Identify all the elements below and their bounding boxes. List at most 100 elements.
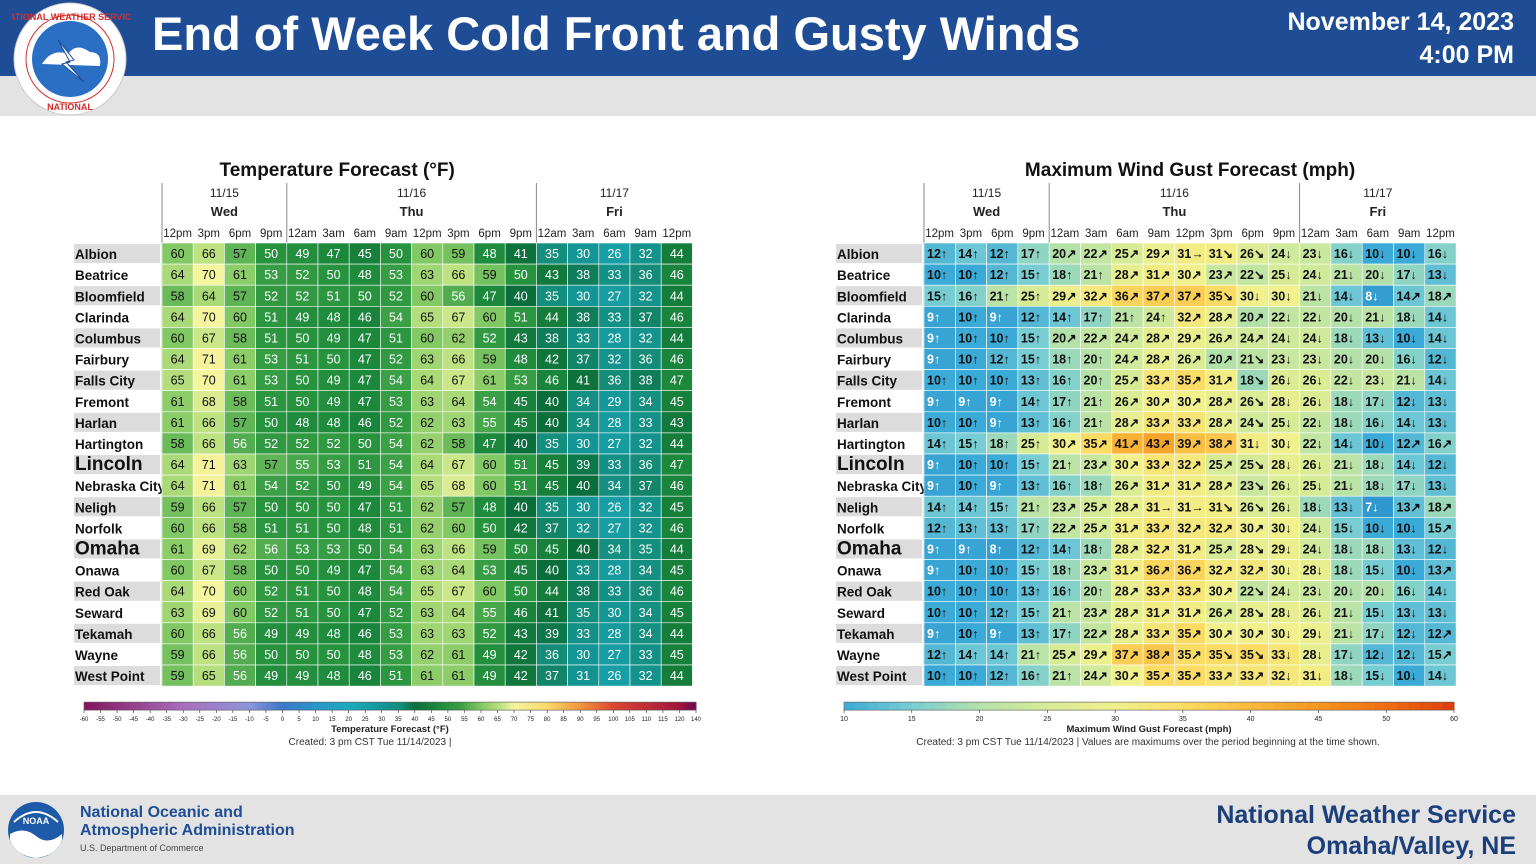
- cell-value: 8↑: [990, 543, 1003, 557]
- cell-value: 32↗: [1177, 310, 1201, 324]
- colorbar-segment: [1420, 702, 1432, 711]
- colorbar-segment: [1058, 702, 1071, 711]
- cell-value: 10↑: [958, 479, 978, 493]
- colorbar-segment: [877, 702, 890, 711]
- cell-value: 44: [670, 437, 684, 451]
- cell-value: 53: [327, 543, 341, 557]
- cell-value: 15↑: [1021, 353, 1041, 367]
- colorbar-segment: [668, 702, 672, 711]
- colorbar-segment: [690, 702, 694, 711]
- cell-value: 31↘: [1209, 247, 1233, 261]
- cell-value: 59: [483, 353, 497, 367]
- colorbar-segment: [900, 702, 913, 711]
- colorbar-segment: [480, 702, 485, 711]
- cell-value: 25↗: [1052, 648, 1076, 662]
- cell-value: 25↑: [1021, 437, 1041, 451]
- cell-value: 35: [545, 289, 559, 303]
- row-label: Lincoln: [75, 454, 143, 475]
- row-label: Wayne: [837, 648, 881, 663]
- cell-value: 49: [327, 374, 341, 388]
- colorbar-segment: [224, 702, 228, 711]
- page-title: End of Week Cold Front and Gusty Winds: [152, 7, 1081, 60]
- cell-value: 25↘: [1240, 458, 1264, 472]
- colorbar-segment: [106, 702, 110, 711]
- colorbar-segment: [1216, 702, 1229, 711]
- cell-value: 64: [202, 289, 216, 303]
- cell-value: 49: [264, 627, 278, 641]
- colorbar-segment: [911, 702, 924, 711]
- cell-value: 22↗: [1084, 627, 1108, 641]
- colorbar-tick-label: -60: [80, 717, 89, 723]
- cell-value: 35: [545, 500, 559, 514]
- cell-value: 16↓: [1365, 416, 1385, 430]
- cell-value: 30↗: [1240, 627, 1264, 641]
- cell-value: 12↑: [1021, 543, 1041, 557]
- cell-value: 26↓: [1303, 458, 1323, 472]
- creation-note: Created: 3 pm CST Tue 11/14/2023 | Value…: [916, 737, 1379, 748]
- colorbar-segment: [624, 702, 628, 711]
- cell-value: 25↓: [1271, 416, 1291, 430]
- cell-value: 54: [389, 458, 403, 472]
- row-label: Tekamah: [837, 627, 895, 642]
- row-label-bg: [836, 244, 922, 264]
- row-label-bg: [74, 370, 160, 390]
- colorbar-tick-label: 35: [1179, 716, 1187, 723]
- cell-value: 18↑: [1084, 479, 1104, 493]
- cell-value: 29↗: [1084, 648, 1108, 662]
- cell-value: 33: [576, 332, 590, 346]
- row-label: Neligh: [75, 500, 116, 515]
- cell-value: 60: [483, 310, 497, 324]
- cell-value: 55: [483, 606, 497, 620]
- cell-value: 54: [389, 374, 403, 388]
- cell-value: 13↑: [958, 521, 978, 535]
- time-label: 3pm: [1210, 228, 1232, 240]
- colorbar-segment: [282, 702, 286, 711]
- cell-value: 32: [639, 332, 653, 346]
- cell-value: 10↑: [990, 458, 1010, 472]
- colorbar-segment: [1002, 702, 1014, 711]
- day-date-label: 11/16: [1160, 186, 1189, 200]
- row-label-bg: [74, 623, 160, 643]
- colorbar-segment: [1194, 702, 1206, 711]
- cell-value: 54: [389, 564, 403, 578]
- colorbar-segment: [304, 702, 308, 711]
- colorbar-segment: [147, 702, 151, 711]
- cell-value: 23↓: [1303, 247, 1323, 261]
- cell-value: 24↓: [1303, 332, 1323, 346]
- cell-value: 52: [389, 289, 403, 303]
- cell-value: 52: [264, 585, 278, 599]
- row-label: Red Oak: [837, 585, 892, 600]
- cell-value: 28↓: [1271, 395, 1291, 409]
- cell-value: 66: [202, 416, 216, 430]
- cell-value: 52: [295, 437, 309, 451]
- time-label: 12pm: [925, 228, 954, 240]
- cell-value: 26↓: [1303, 606, 1323, 620]
- cell-value: 28↘: [1240, 543, 1264, 557]
- colorbar-tick-label: 65: [494, 717, 501, 723]
- cell-value: 50: [295, 564, 309, 578]
- cell-value: 15↗: [1428, 521, 1452, 535]
- cell-value: 54: [389, 543, 403, 557]
- colorbar-segment: [1069, 702, 1082, 711]
- cell-value: 22↗: [1084, 332, 1108, 346]
- cell-value: 12↑: [990, 353, 1010, 367]
- cell-value: 20↗: [1240, 310, 1264, 324]
- colorbar-segment: [86, 702, 91, 711]
- cell-value: 14↓: [1397, 416, 1417, 430]
- cell-value: 67: [202, 564, 216, 578]
- cell-value: 53: [327, 458, 341, 472]
- cell-value: 14↓: [1428, 585, 1448, 599]
- cell-value: 9↑: [990, 479, 1003, 493]
- cell-value: 64: [171, 353, 185, 367]
- colorbar-segment: [541, 702, 545, 711]
- cell-value: 60: [171, 247, 185, 261]
- cell-value: 66: [202, 500, 216, 514]
- cell-value: 59: [483, 268, 497, 282]
- cell-value: 57: [233, 416, 247, 430]
- colorbar-segment: [1397, 702, 1410, 711]
- cell-value: 17↑: [1052, 627, 1072, 641]
- colorbar-segment: [679, 702, 683, 711]
- cell-value: 12↑: [990, 247, 1010, 261]
- colorbar-segment: [194, 702, 198, 711]
- day-name-label: Fri: [606, 204, 623, 219]
